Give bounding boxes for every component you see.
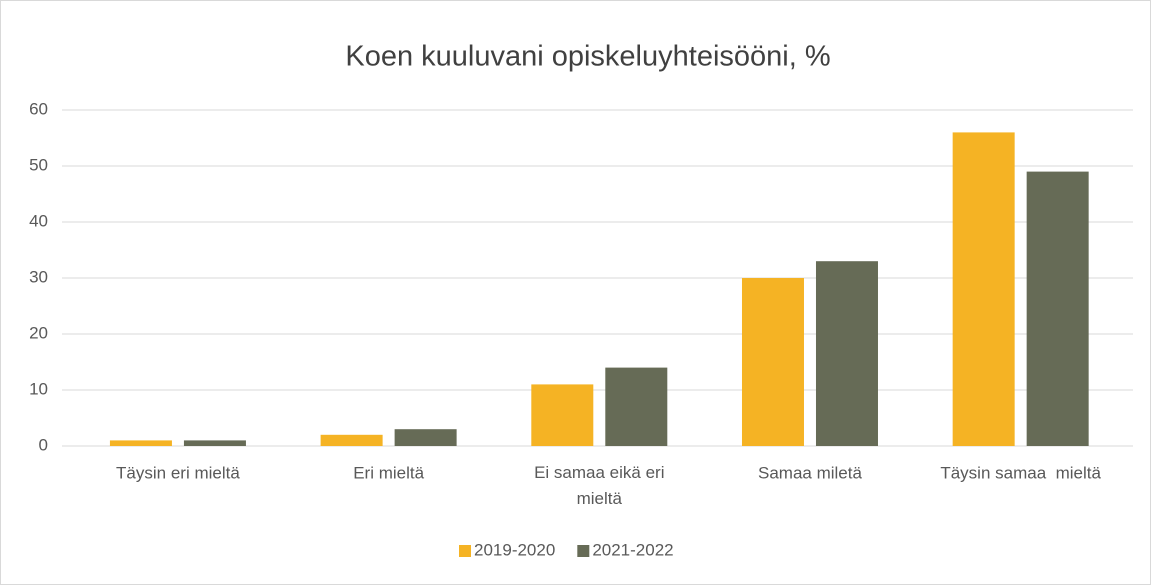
x-tick-label: Ei samaa eikä eri mieltä (534, 463, 664, 508)
legend-label: 2019-2020 (474, 540, 555, 559)
y-tick-label: 10 (29, 379, 48, 398)
y-tick-label: 40 (29, 211, 48, 230)
bar (815, 261, 878, 446)
legend-swatch (577, 545, 590, 557)
bar (531, 384, 594, 446)
x-tick-label: Samaa miletä (758, 463, 862, 482)
y-tick-label: 20 (29, 323, 48, 342)
chart-title: Koen kuuluvani opiskeluyhteisööni, % (345, 41, 830, 73)
bar (394, 429, 457, 446)
bar (605, 367, 668, 446)
bar (1026, 171, 1089, 446)
y-tick-label: 60 (29, 99, 48, 118)
x-tick-label: Täysin samaa mieltä (940, 463, 1101, 482)
bar (320, 434, 383, 446)
bar (741, 278, 804, 446)
y-tick-label: 50 (29, 155, 48, 174)
y-tick-label: 30 (29, 267, 48, 286)
x-tick-label: Eri mieltä (353, 463, 424, 482)
bar (952, 132, 1015, 446)
bar (109, 440, 172, 446)
legend-label: 2021-2022 (592, 540, 673, 559)
y-tick-label: 0 (39, 435, 48, 454)
bar (183, 440, 246, 446)
legend-swatch (459, 545, 471, 557)
x-tick-label: Täysin eri mieltä (116, 463, 240, 482)
